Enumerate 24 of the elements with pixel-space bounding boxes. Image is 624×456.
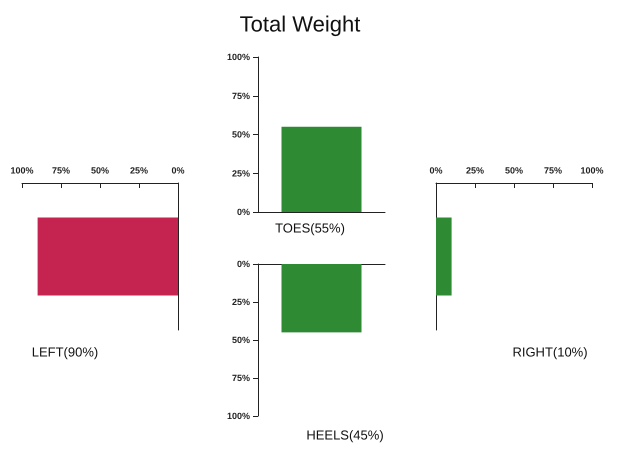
x-tick-label: 50%	[504, 166, 524, 176]
x-axis-title: LEFT(90%)	[32, 344, 98, 360]
x-axis-title: HEELS(45%)	[306, 428, 384, 442]
x-tick-label: 75%	[544, 166, 562, 176]
y-tick-label: 75%	[232, 90, 250, 101]
x-tick-label: 25%	[130, 166, 148, 176]
x-tick-label: 100%	[580, 166, 604, 176]
chart-title: Total Weight	[240, 12, 360, 36]
x-axis-title: RIGHT(10%)	[512, 344, 588, 360]
x-tick-label: 100%	[10, 166, 34, 176]
y-tick-label: 0%	[236, 259, 250, 269]
x-tick-label: 0%	[171, 166, 185, 176]
x-tick-label: 0%	[429, 166, 443, 176]
y-tick-label: 100%	[226, 411, 250, 421]
y-tick-label: 75%	[232, 373, 250, 383]
y-tick-label: 25%	[232, 297, 250, 307]
x-axis-title: TOES(55%)	[275, 220, 345, 236]
y-tick-label: 100%	[226, 52, 250, 62]
x-tick-label: 25%	[466, 166, 484, 176]
x-tick-label: 50%	[90, 166, 110, 176]
y-tick-label: 50%	[232, 335, 250, 345]
y-tick-label: 0%	[236, 207, 250, 217]
x-tick-label: 75%	[52, 166, 70, 176]
y-tick-label: 50%	[232, 130, 250, 140]
